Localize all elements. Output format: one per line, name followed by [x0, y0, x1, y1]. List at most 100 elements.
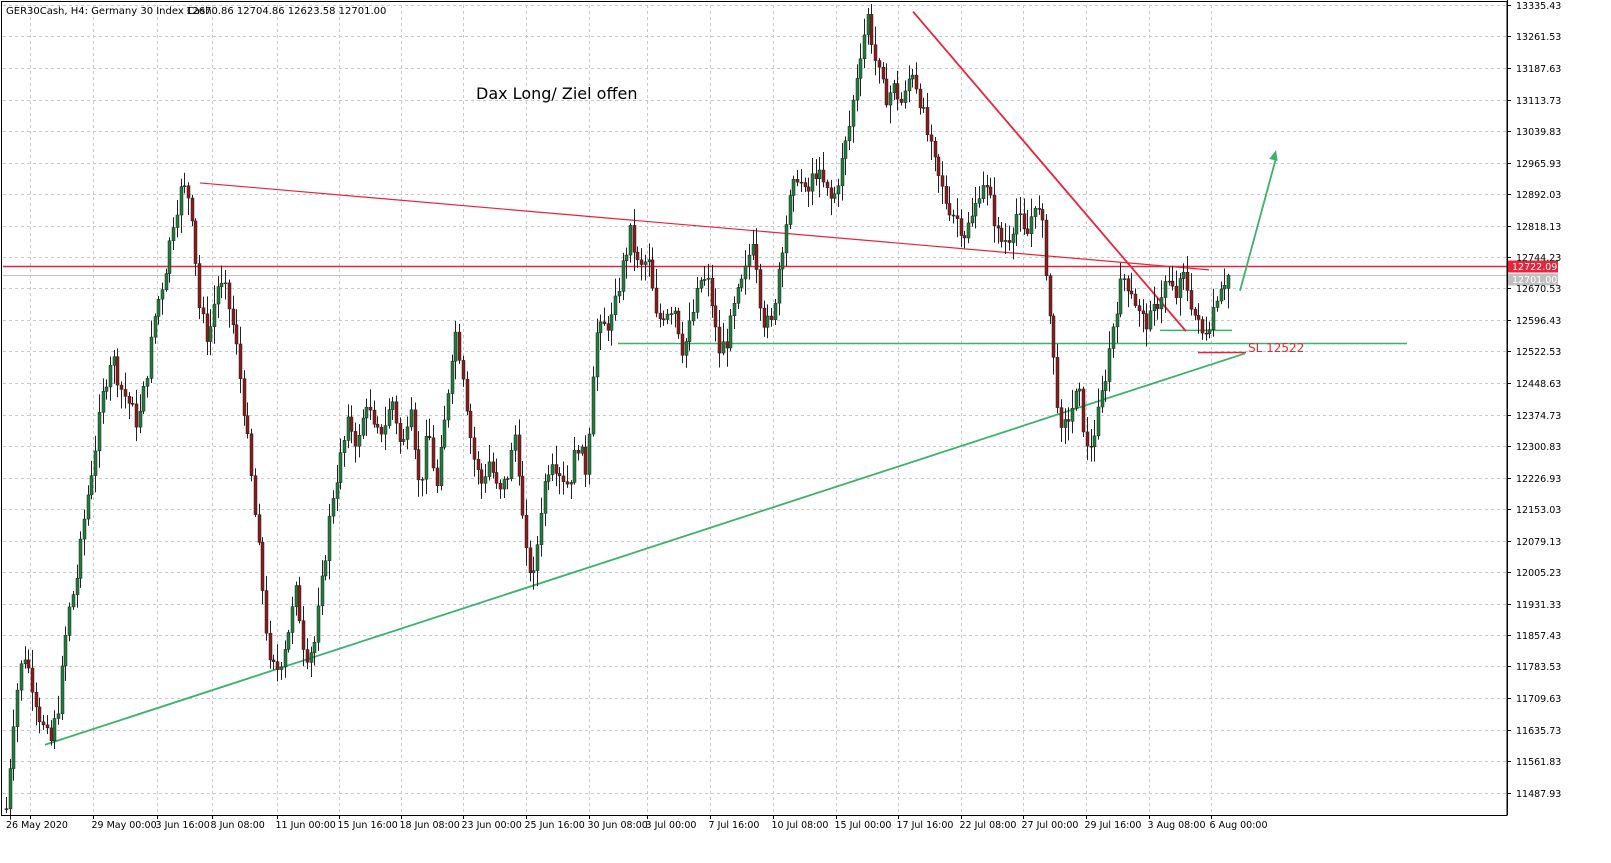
candle-body[interactable] [933, 140, 938, 158]
candle-body[interactable] [817, 169, 822, 180]
candle-body[interactable] [472, 437, 477, 460]
candle-body[interactable] [127, 396, 132, 404]
candle-body[interactable] [197, 263, 202, 308]
candle-body[interactable] [602, 321, 607, 324]
candle-body[interactable] [962, 235, 967, 239]
candle-body[interactable] [82, 518, 87, 540]
candle-body[interactable] [695, 287, 700, 313]
candle-body[interactable] [1059, 407, 1064, 428]
candle-body[interactable] [1092, 435, 1097, 448]
candle-body[interactable] [305, 649, 310, 663]
candle-body[interactable] [275, 661, 280, 670]
candle-body[interactable] [598, 321, 603, 334]
candle-body[interactable] [30, 667, 35, 693]
candle-body[interactable] [379, 426, 384, 435]
candle-body[interactable] [71, 594, 76, 608]
candle-body[interactable] [970, 215, 975, 224]
candle-body[interactable] [966, 222, 971, 239]
candle-body[interactable] [936, 156, 941, 176]
candle-body[interactable] [1100, 390, 1105, 408]
candle-body[interactable] [26, 659, 31, 669]
candle-body[interactable] [301, 620, 306, 650]
candle-body[interactable] [119, 384, 124, 390]
candle-body[interactable] [19, 663, 24, 691]
candle-body[interactable] [34, 691, 39, 708]
candle-body[interactable] [450, 360, 455, 394]
candle-body[interactable] [413, 409, 418, 450]
candle-body[interactable] [613, 295, 618, 315]
candle-body[interactable] [1204, 332, 1209, 335]
candle-body[interactable] [1055, 357, 1060, 408]
candle-body[interactable] [394, 401, 399, 424]
candle-body[interactable] [639, 259, 644, 265]
candle-body[interactable] [862, 34, 867, 60]
candle-body[interactable] [509, 450, 514, 479]
candle-body[interactable] [940, 175, 945, 187]
candle-body[interactable] [238, 343, 243, 379]
candle-body[interactable] [401, 439, 406, 442]
candle-body[interactable] [981, 185, 986, 199]
candle-body[interactable] [1118, 278, 1123, 315]
candle-body[interactable] [565, 481, 570, 485]
candle-body[interactable] [728, 315, 733, 349]
candle-body[interactable] [925, 107, 930, 135]
candle-body[interactable] [327, 515, 332, 562]
candle-body[interactable] [231, 308, 236, 326]
candle-body[interactable] [687, 320, 692, 342]
candle-body[interactable] [821, 169, 826, 183]
candle-body[interactable] [331, 498, 336, 517]
candle-body[interactable] [769, 315, 774, 320]
candle-body[interactable] [1133, 293, 1138, 306]
candle-body[interactable] [713, 305, 718, 328]
candle-body[interactable] [372, 409, 377, 425]
candle-body[interactable] [806, 186, 811, 192]
candle-body[interactable] [357, 435, 362, 447]
candle-body[interactable] [271, 659, 276, 662]
candle-body[interactable] [1040, 209, 1045, 221]
projection-arrow[interactable] [1239, 157, 1277, 292]
candle-body[interactable] [1107, 348, 1112, 382]
candle-body[interactable] [973, 203, 978, 217]
candle-body[interactable] [513, 434, 518, 451]
candle-body[interactable] [628, 225, 633, 256]
candle-body[interactable] [97, 412, 102, 452]
candle-body[interactable] [1144, 313, 1149, 330]
candle-body[interactable] [795, 178, 800, 183]
candle-body[interactable] [1029, 216, 1034, 234]
candle-body[interactable] [104, 386, 109, 392]
candle-body[interactable] [1074, 390, 1079, 409]
candle-body[interactable] [747, 254, 752, 267]
candle-body[interactable] [8, 768, 13, 810]
candle-body[interactable] [320, 575, 325, 607]
candle-body[interactable] [294, 585, 299, 607]
candle-body[interactable] [643, 261, 648, 265]
candle-body[interactable] [829, 187, 834, 199]
candle-body[interactable] [606, 323, 611, 331]
candle-body[interactable] [1111, 326, 1116, 349]
candle-body[interactable] [702, 279, 707, 281]
candle-body[interactable] [1181, 272, 1186, 279]
candle-body[interactable] [554, 464, 559, 474]
candle-body[interactable] [921, 107, 926, 109]
green-uptrend-line[interactable] [44, 352, 1246, 746]
candle-body[interactable] [416, 449, 421, 481]
candle-body[interactable] [264, 590, 269, 634]
candle-body[interactable] [903, 90, 908, 103]
candle-body[interactable] [914, 74, 919, 90]
candle-body[interactable] [576, 450, 581, 454]
candle-body[interactable] [1018, 213, 1023, 215]
candle-body[interactable] [123, 389, 128, 397]
candle-body[interactable] [988, 186, 993, 196]
candle-body[interactable] [754, 244, 759, 270]
candle-body[interactable] [855, 78, 860, 101]
candle-body[interactable] [1141, 310, 1146, 314]
candle-body[interactable] [49, 727, 54, 742]
candle-body[interactable] [398, 422, 403, 442]
candle-body[interactable] [93, 450, 98, 476]
candle-body[interactable] [803, 182, 808, 188]
candle-body[interactable] [1089, 445, 1094, 448]
candle-body[interactable] [219, 282, 224, 287]
candle-body[interactable] [1025, 228, 1030, 234]
candle-body[interactable] [1215, 300, 1220, 308]
